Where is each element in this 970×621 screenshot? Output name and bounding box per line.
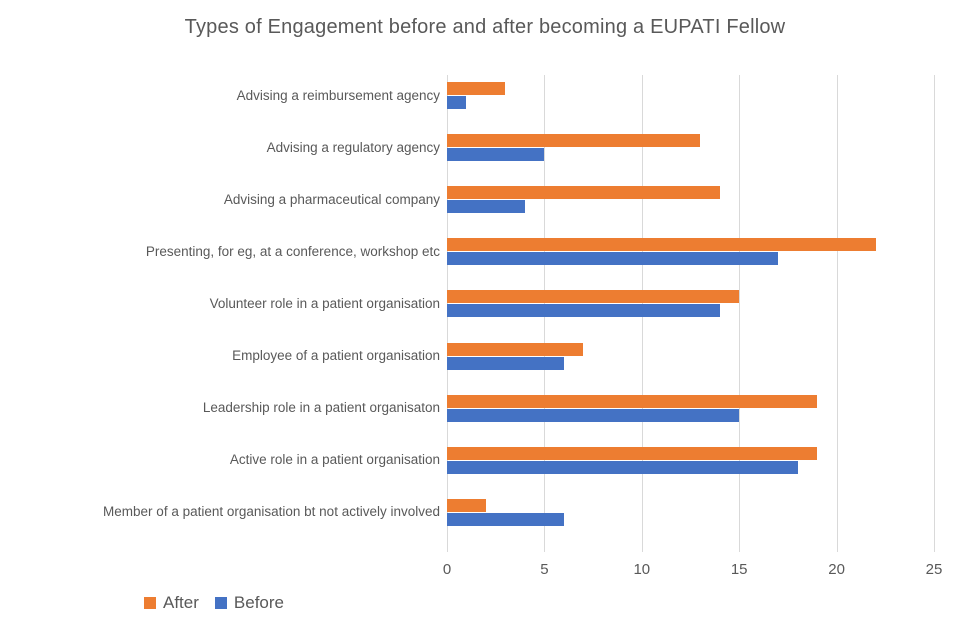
bar-before [447,252,779,266]
bar-before [447,512,564,526]
category-label: Leadership role in a patient organisaton [202,400,440,416]
gridline [934,75,935,552]
bar-before [447,148,545,162]
category-label: Advising a reimbursement agency [236,87,440,103]
legend-label: After [163,593,199,612]
bar-before [447,96,467,109]
bar-before [447,460,798,474]
bar-after [447,394,818,408]
bar-before [447,408,740,422]
bar-after [447,342,584,356]
bar-after [447,186,720,200]
category-label: Active role in a patient organisation [229,452,440,468]
x-tick-label: 0 [442,561,452,578]
category-label: Volunteer role in a patient organisation [209,295,440,311]
category-label: Member of a patient organisation bt not … [103,504,440,520]
chart-title: Types of Engagement before and after bec… [184,16,786,38]
category-label: Advising a pharmaceutical company [223,191,440,207]
bar-before [447,304,720,318]
x-tick-label: 25 [925,561,943,578]
x-tick-label: 20 [828,561,845,578]
x-tick-label: 15 [730,561,748,578]
legend-label: Before [233,593,284,612]
bar-before [447,356,564,370]
bar-after [447,446,818,460]
bar-after [447,238,876,252]
legend-item-after: After [144,593,199,613]
bar-after [447,82,506,95]
legend-item-before: Before [214,593,284,613]
bar-before [447,200,525,214]
bar-after [447,290,740,304]
legend-swatch-icon [214,597,227,609]
bar-after [447,134,701,148]
category-label: Presenting, for eg, at a conference, wor… [145,243,440,259]
gridline [836,75,838,552]
x-tick-label: 10 [633,561,651,578]
gridline [739,75,741,552]
legend: After Before [144,593,284,613]
legend-swatch-icon [144,597,156,609]
category-label: Advising a regulatory agency [266,139,440,155]
x-tick-label: 5 [540,561,549,578]
plot-area [447,75,935,552]
bar-after [447,498,486,512]
category-label: Employee of a patient organisation [232,348,440,364]
